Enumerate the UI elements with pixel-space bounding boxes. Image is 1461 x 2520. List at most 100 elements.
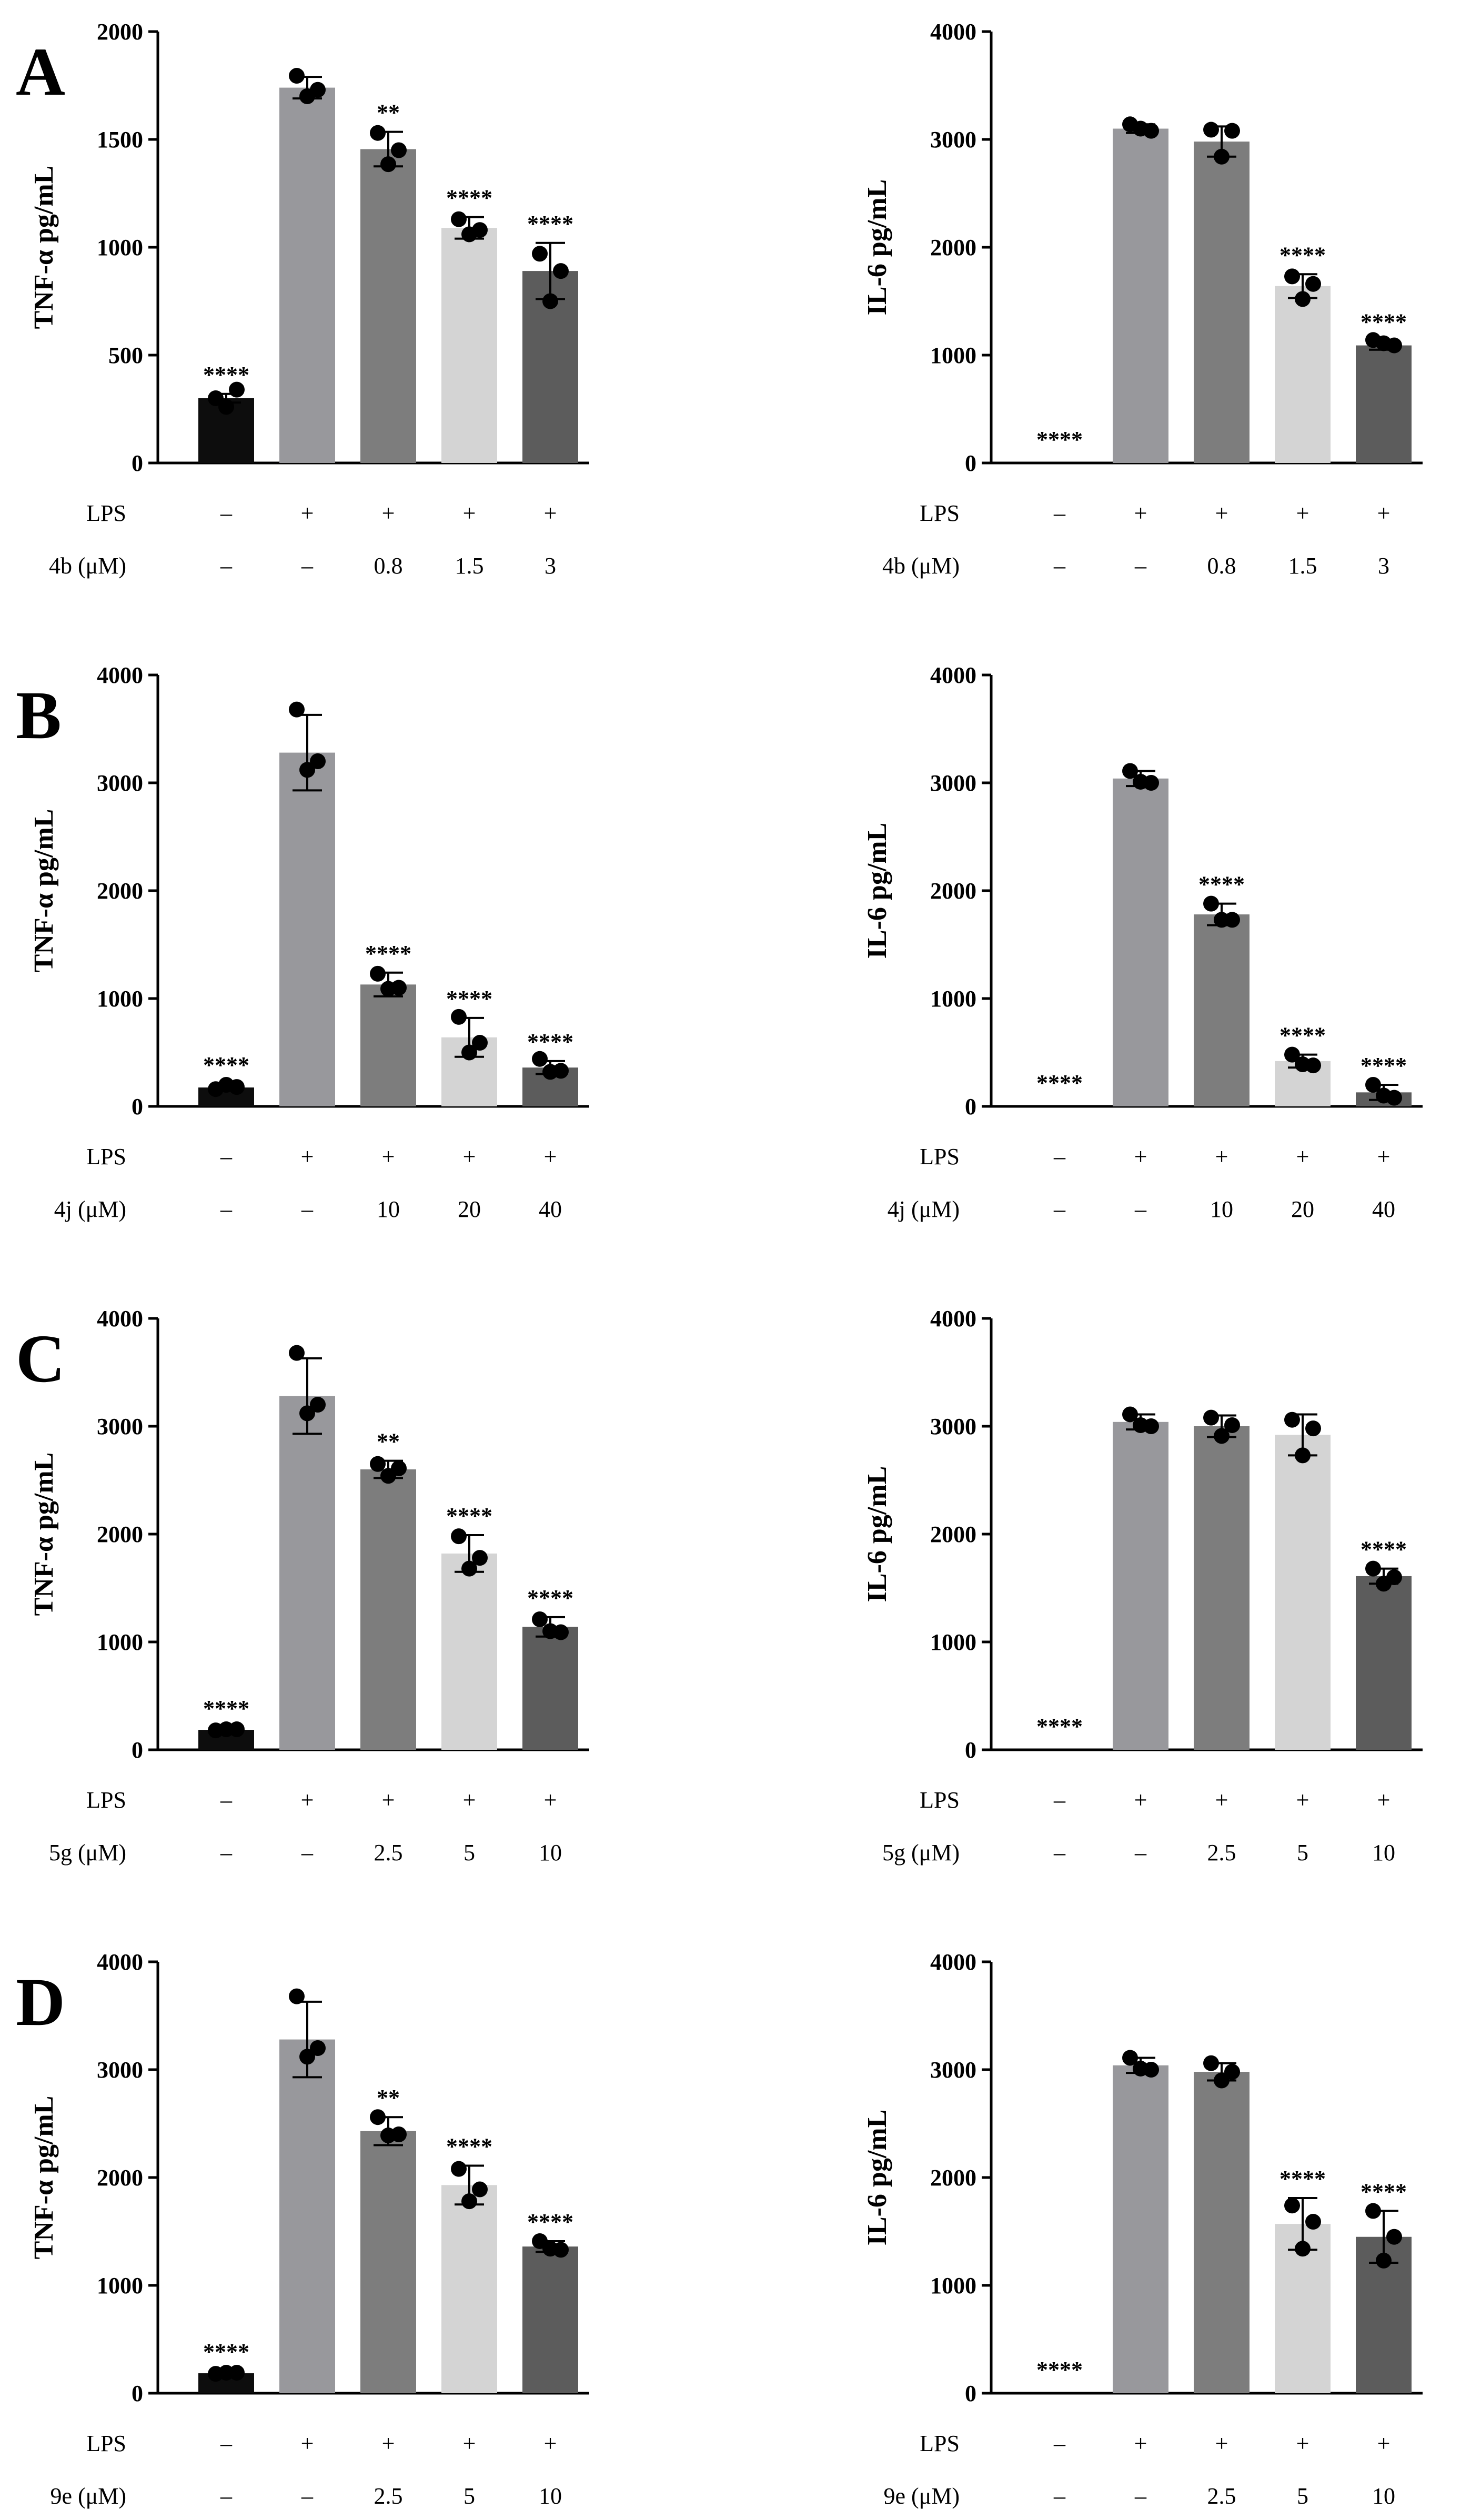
y-tick-label: 0 [132,1094,143,1120]
data-point [229,381,245,398]
y-axis-label: IL-6 pg/mL [862,823,892,959]
dose-label: – [301,1196,314,1222]
data-point [1365,1077,1381,1093]
y-tick-label: 3000 [97,770,143,796]
panel-letter-c: C [16,1321,65,1397]
compound-row-label: 5g (μM) [882,1840,960,1866]
lps-row-label: LPS [920,2431,960,2456]
y-tick-label: 4000 [97,662,143,688]
bar [441,2185,497,2393]
lps-sign: + [382,2431,395,2456]
lps-sign: + [382,500,395,526]
lps-sign: + [463,1787,476,1813]
lps-sign: + [1296,500,1309,526]
dose-label: 5 [464,1840,475,1866]
bar [1113,2065,1168,2393]
significance-label: **** [446,185,492,211]
data-point [1203,2055,1219,2071]
significance-label: **** [1036,427,1083,452]
y-tick-label: 4000 [97,1949,143,1975]
bar [1113,1422,1168,1750]
significance-label: ** [377,1429,400,1455]
data-point [1365,1560,1381,1577]
data-point [1284,1412,1300,1428]
lps-sign: + [1215,1144,1228,1170]
compound-row-label: 5g (μM) [49,1840,126,1866]
dose-label: 5 [1297,2483,1308,2509]
y-tick-label: 0 [965,450,976,476]
significance-label: **** [527,2209,573,2235]
data-point [1133,1417,1148,1433]
data-point [461,1560,477,1577]
data-point [1214,2072,1230,2089]
significance-label: ** [377,2085,400,2111]
dose-label: – [220,553,233,579]
lps-sign: + [544,1787,557,1813]
significance-label: **** [1361,1053,1407,1078]
lps-sign: + [301,500,314,526]
data-point [1224,2064,1240,2080]
compound-row-label: 4b (μM) [882,553,960,579]
significance-label: ** [377,100,400,126]
data-point [472,2181,488,2198]
y-tick-label: 3000 [930,1414,976,1439]
chart-C-il6: 0 1000 2000 3000 4000 IL-6 pg/mL **** – – + – +2.5 +… [862,1306,1423,1866]
significance-label: **** [527,1029,573,1055]
y-tick-label: 2000 [97,19,143,45]
lps-sign: + [301,2431,314,2456]
y-tick-label: 1000 [97,986,143,1012]
bar [360,2131,416,2393]
compound-row-label: 4j (μM) [888,1196,960,1222]
chart-B-tnf: 0 1000 2000 3000 4000 TNF-α pg/mL **** – – + – ****… [29,662,589,1222]
data-point [461,2193,477,2210]
data-point [218,2365,234,2381]
y-tick-label: 2000 [930,2165,976,2191]
bar [522,2246,578,2393]
dose-label: 40 [1372,1196,1395,1222]
data-point [380,2128,396,2144]
data-point [289,1345,305,1361]
data-point [299,1405,315,1422]
data-point [542,1623,558,1639]
data-point [1295,291,1311,307]
data-point [1305,2214,1321,2230]
y-tick-label: 4000 [930,1949,976,1975]
y-tick-label: 0 [965,1094,976,1120]
data-point [1284,268,1300,285]
dose-label: – [220,2483,233,2509]
data-point [370,965,386,982]
data-point [310,1397,326,1413]
lps-sign: + [1134,1144,1147,1170]
data-point [299,88,315,104]
data-point [299,762,315,778]
dose-label: 10 [539,1840,562,1866]
data-point [370,2109,386,2125]
lps-row-label: LPS [86,1144,126,1170]
data-point [1386,2229,1402,2245]
data-point [1133,2060,1148,2077]
data-point [451,2161,467,2177]
dose-label: – [1053,553,1066,579]
y-tick-label: 2000 [97,1521,143,1547]
dose-label: 5 [1297,1840,1308,1866]
data-point [451,1528,467,1545]
data-point [380,981,396,997]
significance-label: **** [1361,309,1407,335]
data-point [1305,1420,1321,1437]
dose-label: 3 [545,553,556,579]
lps-sign: + [463,1144,476,1170]
y-tick-label: 1000 [97,1629,143,1655]
y-tick-label: 3000 [930,127,976,153]
y-tick-label: 2000 [97,878,143,904]
bar [1194,142,1250,463]
dose-label: – [1134,553,1147,579]
panel-letter-a: A [16,34,65,110]
data-point [380,1468,396,1484]
data-point [1284,2198,1300,2214]
data-point [1203,122,1219,138]
dose-label: 2.5 [374,2483,403,2509]
dose-label: 1.5 [1288,553,1317,579]
bar [360,984,416,1106]
y-tick-label: 1000 [930,2273,976,2299]
